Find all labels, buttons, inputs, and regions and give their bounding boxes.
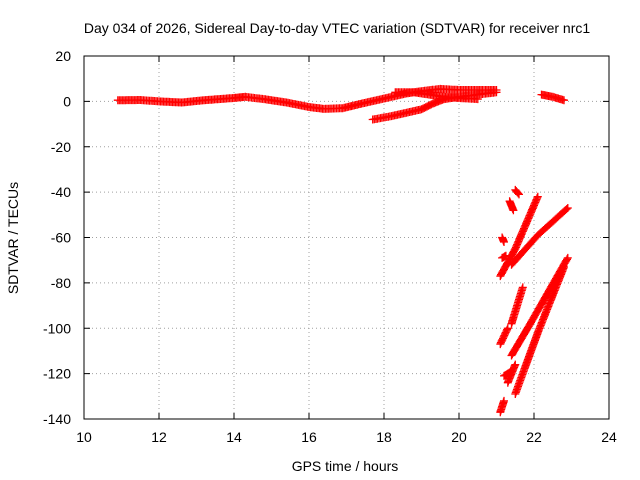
chart-title: Day 034 of 2026, Sidereal Day-to-day VTE…	[84, 20, 590, 36]
data-markers	[496, 324, 512, 349]
data-markers	[507, 283, 527, 328]
x-tick-label: 24	[601, 429, 617, 445]
data-markers	[505, 197, 518, 215]
series-seg-f	[498, 251, 510, 262]
series-lower-branch	[368, 88, 501, 124]
series-late-arc	[537, 90, 568, 105]
y-tick-label: -100	[43, 320, 71, 336]
data-markers	[503, 360, 520, 387]
x-tick-label: 20	[451, 429, 467, 445]
series-seg-a	[498, 233, 508, 246]
y-tick-label: -140	[43, 411, 71, 427]
y-tick-label: -60	[51, 230, 71, 246]
series-seg-c	[511, 185, 523, 199]
y-tick-label: 0	[63, 93, 71, 109]
x-tick-label: 16	[301, 429, 317, 445]
data-markers	[496, 396, 508, 417]
series-seg-d	[496, 192, 542, 281]
data-markers	[498, 251, 510, 262]
data-markers	[496, 192, 542, 281]
x-tick-label: 22	[526, 429, 542, 445]
series-seg-l	[496, 396, 508, 417]
x-tick-label: 14	[226, 429, 242, 445]
series-seg-b	[505, 197, 518, 215]
y-tick-label: -20	[51, 139, 71, 155]
series-seg-k	[511, 263, 568, 398]
axis-ticks: 10 12 14 16 18 20 22 24 -140 -120 -100 -80 -60 -40 -20…	[43, 48, 617, 445]
x-tick-label: 12	[151, 429, 167, 445]
y-tick-label: -120	[43, 366, 71, 382]
data-markers	[511, 185, 523, 199]
y-tick-label: -40	[51, 184, 71, 200]
data-markers	[537, 90, 568, 105]
series-seg-e	[507, 204, 572, 269]
series-seg-h	[507, 283, 527, 328]
data-markers	[511, 263, 568, 398]
data-series	[113, 84, 572, 417]
y-tick-label: -80	[51, 275, 71, 291]
x-axis-label: GPS time / hours	[292, 458, 399, 474]
data-markers	[498, 233, 508, 246]
series-seg-g	[496, 324, 512, 349]
series-seg-m	[503, 360, 520, 387]
data-markers	[507, 204, 572, 269]
x-tick-label: 10	[76, 429, 92, 445]
data-markers	[368, 88, 501, 124]
x-tick-label: 18	[376, 429, 392, 445]
y-axis-label: SDTVAR / TECUs	[5, 182, 21, 294]
y-tick-label: 20	[55, 48, 71, 64]
